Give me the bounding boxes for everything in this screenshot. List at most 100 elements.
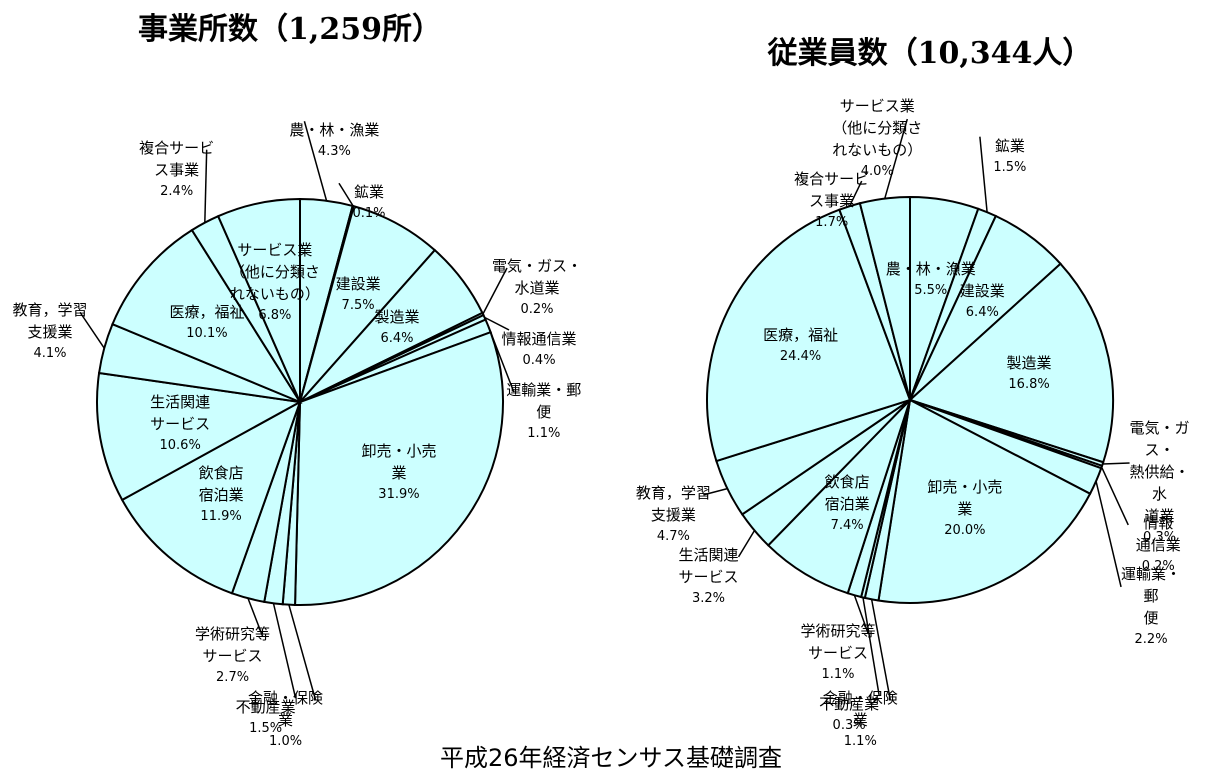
leader-line — [1100, 466, 1129, 526]
category-label: 電気・ガス・ 水道業 — [491, 256, 583, 297]
pie-slice — [294, 330, 504, 606]
pie-slice — [111, 228, 303, 405]
value-label: 0.2% — [1141, 558, 1175, 574]
footer: 平成26年経済センサス基礎調査 — [439, 744, 783, 772]
pie-slice — [877, 398, 1092, 604]
category-label: 不動産業 — [235, 698, 296, 717]
value-label: 16.8% — [1008, 377, 1050, 393]
value-label: 20.0% — [944, 522, 986, 538]
category-label: 医療，福祉 — [169, 303, 245, 322]
slice-label: 複合サービ ス事業 2.4% — [139, 137, 214, 203]
value-label: 1.0% — [269, 734, 303, 749]
category-label: 複合サービ ス事業 — [794, 170, 870, 211]
category-label: 教育，学習 支援業 — [12, 301, 88, 342]
category-label: 製造業 — [1006, 354, 1052, 373]
slice-label: 不動産業 1.5% — [236, 696, 296, 740]
leader-line — [247, 597, 264, 637]
slice-label: 建設業 7.5% — [336, 273, 381, 317]
category-label: 情報 通信業 — [1135, 513, 1181, 554]
category-label: 運輸業・郵 便 — [506, 380, 582, 421]
slice-label: 製造業 6.4% — [374, 306, 419, 350]
slice-label: 電気・ガス・ 熱供給・水 道業 0.3% — [1128, 417, 1190, 549]
slice-label: 製造業 16.8% — [1007, 352, 1052, 396]
value-label: 24.4% — [779, 349, 822, 365]
leader-line — [884, 118, 909, 199]
value-label: 1.7% — [815, 215, 849, 231]
category-label: 教育，学習 支援業 — [635, 483, 711, 524]
category-label: 卸売・小売 業 — [361, 441, 437, 482]
slice-label: 情報通信業 0.4% — [502, 328, 577, 372]
chart-title: 従業員数（10,344人） — [767, 36, 1093, 71]
value-label: 1.1% — [821, 666, 855, 682]
category-label: 鉱業 — [353, 183, 384, 202]
value-label: 6.4% — [965, 305, 999, 320]
slice-label: サービス業 （他に分類さ れないもの） 4.0% — [832, 95, 922, 183]
slice-label: 不動産業 0.3% — [819, 693, 879, 737]
value-label: 31.9% — [378, 486, 420, 502]
value-label: 10.1% — [186, 326, 228, 342]
category-label: 鉱業 — [994, 136, 1025, 155]
slice-label: 学術研究等 サービス 2.7% — [195, 623, 270, 689]
slice-label: 農・林・漁業 5.5% — [886, 258, 976, 302]
value-label: 4.1% — [33, 346, 67, 362]
value-label: 1.1% — [843, 734, 877, 749]
leader-line — [853, 594, 869, 634]
leader-line — [703, 487, 728, 496]
value-label: 11.9% — [200, 508, 242, 524]
value-label: 4.3% — [317, 144, 351, 160]
category-label: 卸売・小売 業 — [927, 477, 1003, 518]
slice-label: 卸売・小売 業 20.0% — [927, 476, 1002, 542]
slice-label: 飲食店 宿泊業 11.9% — [199, 462, 244, 528]
value-label: 0.1% — [352, 206, 386, 222]
slice-label: 運輸業・郵 便 1.1% — [506, 379, 581, 445]
slice-label: 運輸業・郵 便 2.2% — [1116, 563, 1187, 651]
category-label: 農・林・漁業 — [289, 121, 380, 140]
value-label: 0.4% — [522, 352, 556, 368]
slice-label: 複合サービ ス事業 1.7% — [794, 168, 869, 234]
leader-line — [862, 597, 880, 696]
value-label: 3.2% — [691, 590, 726, 606]
category-label: 農・林・漁業 — [885, 259, 976, 278]
leader-line — [79, 311, 105, 349]
category-label: 飲食店 宿泊業 — [824, 473, 870, 514]
slice-label: 飲食店 宿泊業 7.4% — [825, 471, 870, 537]
slice-label: 医療，福祉 10.1% — [169, 301, 244, 345]
value-label: 5.5% — [914, 282, 948, 298]
slice-label: 建設業 6.4% — [960, 280, 1005, 324]
value-label: 7.5% — [341, 297, 375, 313]
leader-line — [482, 267, 508, 315]
value-label: 6.4% — [380, 331, 414, 347]
slice-label: 生活関連 サービス 3.2% — [679, 544, 739, 610]
category-label: 飲食店 宿泊業 — [198, 463, 244, 504]
leader-line — [848, 180, 863, 207]
pie-slice — [858, 195, 911, 401]
value-label: 4.0% — [860, 164, 894, 180]
slice-label: 教育，学習 支援業 4.1% — [12, 299, 87, 365]
pie-slice — [706, 208, 912, 463]
leader-line — [737, 530, 756, 558]
slice-label: 鉱業 0.1% — [352, 181, 385, 225]
slice-label: 卸売・小売 業 31.9% — [361, 440, 436, 506]
category-label: 建設業 — [335, 274, 381, 293]
slice-label: 生活関連 サービス 10.6% — [150, 391, 210, 457]
category-label: 不動産業 — [819, 694, 880, 713]
category-label: 情報通信業 — [501, 329, 577, 348]
category-label: 学術研究等 サービス — [195, 625, 271, 666]
leader-line — [1095, 481, 1122, 588]
pie-slice — [96, 371, 304, 502]
category-label: 電気・ガス・ 熱供給・水 道業 — [1129, 418, 1190, 525]
value-label: 2.7% — [216, 670, 250, 686]
slice-label: 鉱業 1.5% — [993, 135, 1026, 179]
value-label: 1.5% — [249, 721, 283, 737]
category-label: 複合サービ ス事業 — [139, 138, 215, 179]
leader-line — [1102, 462, 1130, 465]
slice-label: 電気・ガス・ 水道業 0.2% — [492, 255, 582, 321]
value-label: 2.2% — [1134, 631, 1168, 647]
leader-line — [288, 604, 317, 701]
pie-slice — [908, 262, 1114, 464]
category-label: 金融・保険 業 — [822, 689, 898, 729]
value-label: 0.3% — [832, 717, 866, 733]
pie-slice — [120, 399, 302, 595]
leader-line — [204, 149, 208, 223]
value-label: 10.6% — [159, 437, 201, 453]
